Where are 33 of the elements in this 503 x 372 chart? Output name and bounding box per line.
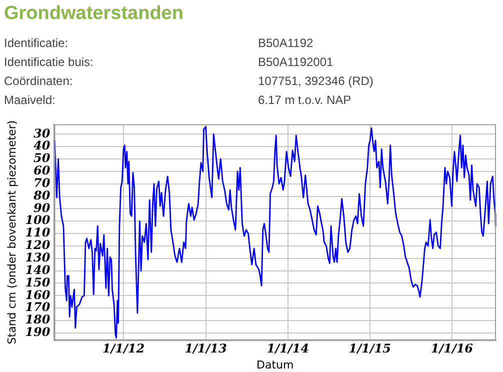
y-tick-label: 40 [34,138,51,153]
y-tick-label: 70 [34,176,51,190]
text: Coördinaten: [4,74,73,88]
y-tick-label: 180 [25,312,51,327]
x-tick-label: 1/1/14 [266,342,309,356]
text: Identificatie: [4,36,68,50]
y-tick-label: 110 [25,226,51,240]
x-tick-label: 1/1/13 [184,342,227,356]
y-tick-label: 140 [25,262,51,277]
x-tick-label: 1/1/15 [348,342,391,356]
x-axis-title: Datum [256,358,294,372]
y-tick-label: 90 [34,200,51,215]
text: 6.17 m t.o.v. NAP [258,93,352,107]
y-tick-label: 170 [25,300,51,314]
x-tick-label: 1/1/16 [430,342,474,356]
y-tick-label: 80 [32,188,51,202]
y-axis-title: Stand cm (onder bovenkant piezometer) [5,120,18,344]
text: 107751, 392346 (RD) [258,74,374,88]
text: Identificatie buis: [4,55,94,69]
x-tick-label: 1/1/12 [102,342,145,356]
y-tick-label: 190 [25,325,51,340]
y-tick-label: 60 [34,164,51,178]
y-tick-label: 30 [34,126,51,140]
y-tick-label: 120 [25,238,51,252]
y-tick-label: 150 [25,275,51,290]
y-tick-label: 130 [25,250,51,265]
text: B50A1192001 [258,55,334,69]
y-tick-label: 160 [25,288,51,302]
y-tick-label: 50 [34,151,51,166]
text: B50A1192 [258,36,314,50]
y-tick-label: 100 [25,213,51,228]
text: Maaiveld: [4,93,56,107]
chart-title: Grondwaterstanden [4,3,184,25]
